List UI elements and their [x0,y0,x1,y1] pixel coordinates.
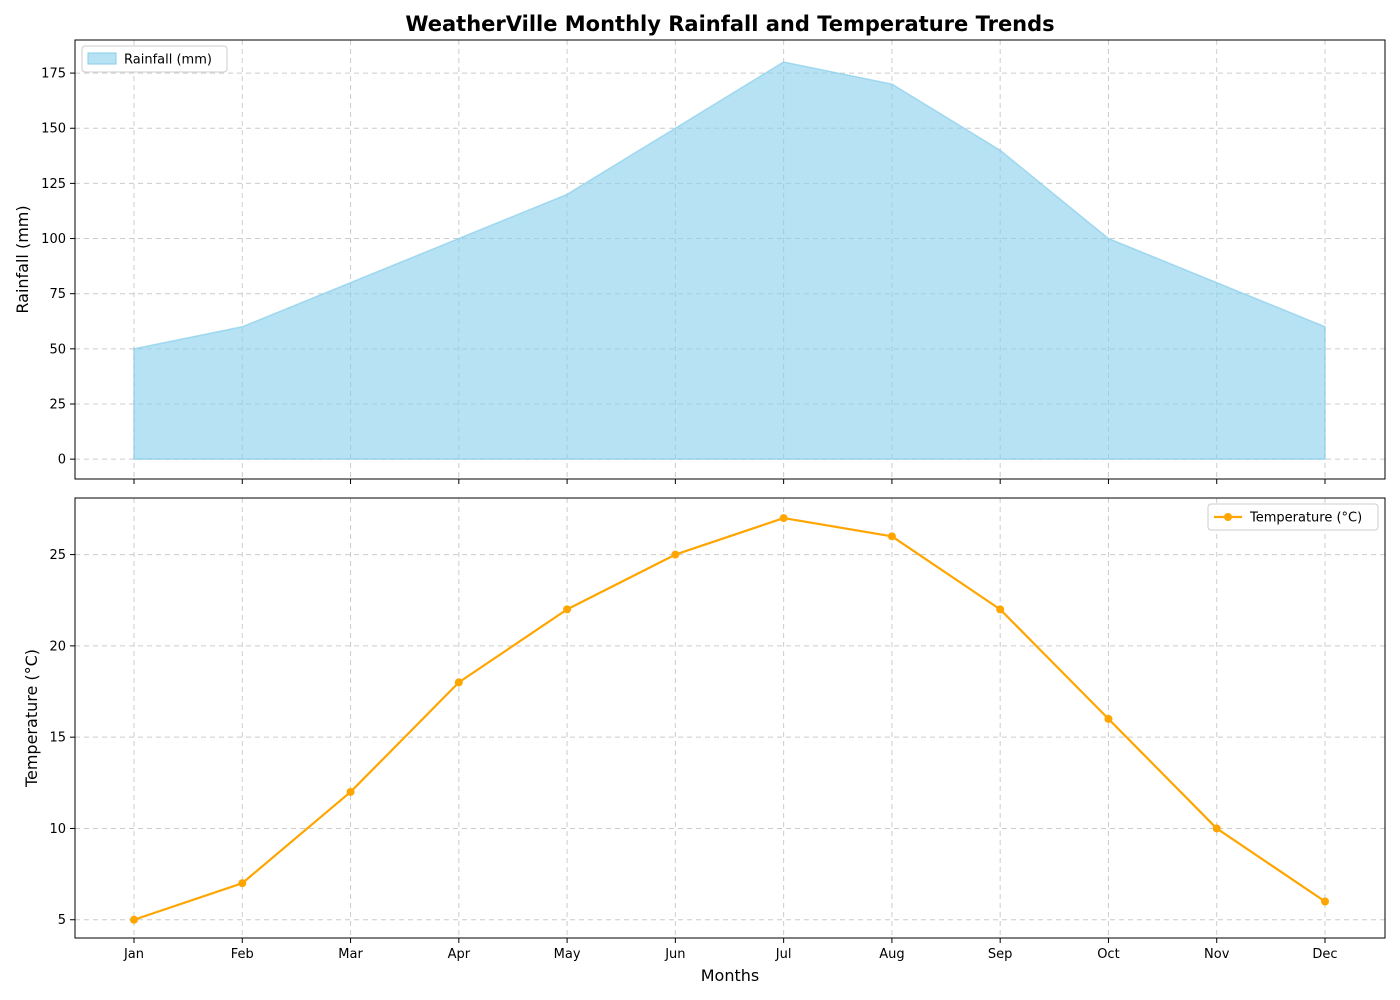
legend-label: Temperature (°C) [1249,511,1362,526]
temperature-point [130,915,138,924]
rainfall-panel: 0 25 50 75 100 125 150 175 Rainfall (mm) Rainfall… [13,39,1386,484]
x-tick-label: Jun [664,947,685,962]
y-tick-label: 25 [49,397,66,412]
chart-title: WeatherVille Monthly Rainfall and Temper… [405,12,1054,36]
x-tick-label: Dec [1312,947,1337,962]
y-tick-label: 150 [41,122,66,137]
temperature-point [563,605,572,614]
temperature-line [133,516,1326,921]
x-axis-label: Months [701,966,759,985]
temperature-point [1212,824,1221,833]
legend-swatch [87,52,117,65]
legend-marker [1224,513,1232,521]
temperature-point [346,787,355,796]
temperature-point [454,678,463,687]
temperature-point [996,605,1005,614]
temperature-point [238,879,247,888]
temperature-point [1321,897,1329,906]
legend-box [81,45,228,73]
y-tick-label: 0 [58,453,66,468]
x-tick-label: Mar [338,947,363,962]
x-tick-label: Sep [988,947,1013,962]
y-axis-label: Rainfall (mm) [13,205,32,313]
y-tick-label: 5 [58,913,66,928]
y-tick-label: 75 [49,287,66,302]
y-tick-label: 15 [49,731,66,746]
y-tick-label: 50 [49,342,66,357]
x-tick-label: Feb [231,947,254,962]
temperature-point [779,514,788,523]
rainfall-area [133,61,1326,460]
x-tick-label: Nov [1204,947,1230,962]
axes-frame [74,497,1386,939]
y-axis-label: Temperature (°C) [22,649,41,788]
temperature-point [671,550,680,559]
y-tick-label: 100 [41,232,66,247]
axes-frame [74,39,1386,480]
y-tick-label: 125 [41,177,66,192]
x-tick-label: Aug [879,947,904,962]
x-tick-label: Jul [775,947,792,962]
y-tick-label: 25 [49,548,66,563]
x-tick-label: Oct [1097,947,1119,962]
temperature-point [887,532,896,541]
y-tick-label: 175 [41,67,66,82]
temperature-panel: Jan Feb Mar Apr May Jun Jul Aug Sep Oct Nov Dec 5 10 1… [22,497,1386,985]
legend-label: Rainfall (mm) [124,53,212,68]
temperature-point [1104,714,1113,723]
x-tick-label: May [554,947,581,962]
x-tick-label: Apr [448,947,471,962]
legend-box [1207,503,1379,531]
x-tick-label: Jan [123,947,144,962]
y-tick-label: 10 [49,822,66,837]
y-tick-label: 20 [49,639,66,654]
